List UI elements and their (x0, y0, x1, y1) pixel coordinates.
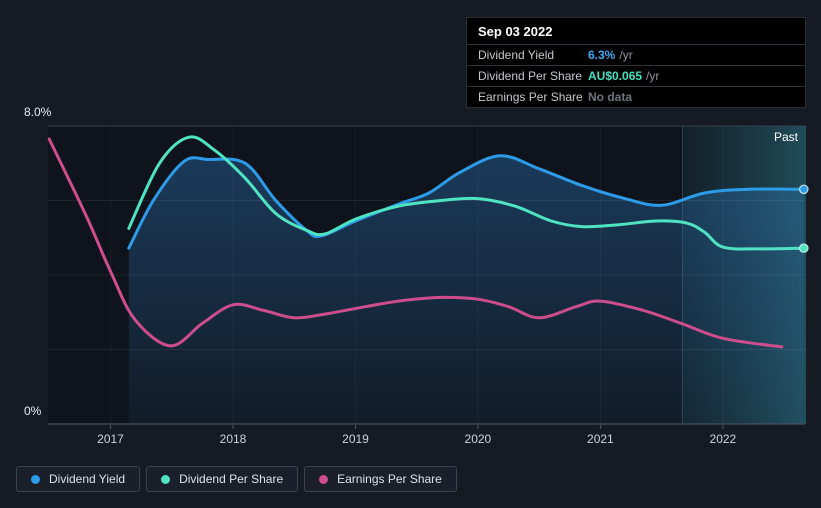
tooltip-unit: /yr (646, 69, 660, 83)
x-tick-2018: 2018 (219, 432, 247, 446)
chart-legend: Dividend Yield Dividend Per Share Earnin… (16, 466, 457, 492)
x-tick-2019: 2019 (342, 432, 369, 446)
y-axis-min-label: 0% (24, 404, 42, 418)
legend-label: Dividend Yield (49, 472, 126, 486)
dividend-yield-dot-icon (31, 474, 40, 484)
legend-item-earnings-per-share[interactable]: Earnings Per Share (304, 466, 457, 492)
earnings-per-share-dot-icon (319, 474, 329, 484)
tooltip-row-dividend-yield: Dividend Yield 6.3% /yr (467, 44, 805, 65)
tooltip-row-earnings-per-share: Earnings Per Share No data (467, 86, 805, 107)
tooltip-value: AU$0.065 (588, 69, 643, 83)
legend-item-dividend-yield[interactable]: Dividend Yield (16, 466, 141, 492)
tooltip-value: 6.3% (588, 48, 616, 62)
past-region-label: Past (773, 130, 798, 144)
tooltip-value: No data (588, 90, 633, 104)
x-tick-2020: 2020 (464, 432, 492, 446)
x-tick-2017: 2017 (97, 432, 124, 446)
tooltip-label: Earnings Per Share (478, 90, 583, 104)
tooltip-date: Sep 03 2022 (478, 24, 553, 39)
chart-tooltip: Sep 03 2022 Dividend Yield 6.3% /yr Divi… (466, 17, 806, 108)
dividend-history-chart[interactable]: 8.0% 0% 2017 2018 2019 2020 2021 2022 Pa… (0, 0, 821, 455)
chart-canvas[interactable] (0, 0, 821, 455)
legend-label: Earnings Per Share (337, 472, 442, 486)
tooltip-label: Dividend Yield (478, 48, 555, 62)
legend-label: Dividend Per Share (179, 472, 284, 486)
dividend-per-share-dot-icon (161, 474, 171, 484)
x-tick-2021: 2021 (587, 432, 614, 446)
tooltip-label: Dividend Per Share (478, 69, 583, 83)
x-tick-2022: 2022 (709, 432, 737, 446)
tooltip-unit: /yr (619, 48, 633, 62)
tooltip-row-dividend-per-share: Dividend Per Share AU$0.065 /yr (467, 65, 805, 86)
y-axis-max-label: 8.0% (24, 105, 52, 119)
legend-item-dividend-per-share[interactable]: Dividend Per Share (146, 466, 299, 492)
